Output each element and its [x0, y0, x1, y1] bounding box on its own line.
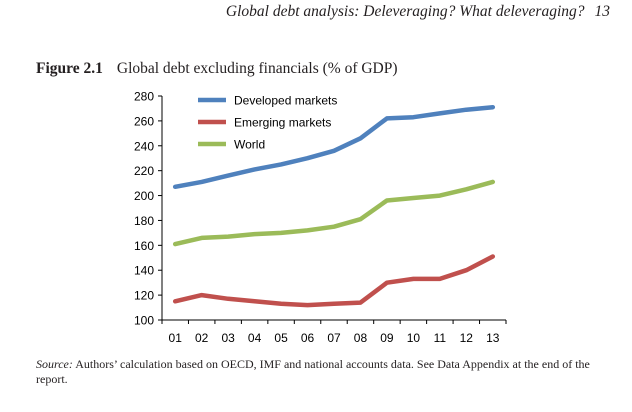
x-tick-label: 04	[248, 331, 262, 345]
y-tick-label: 240	[134, 139, 154, 153]
source-text: Authors’ calculation based on OECD, IMF …	[36, 357, 590, 386]
y-tick-label: 180	[134, 214, 154, 228]
figure-title: Global debt excluding financials (% of G…	[116, 60, 398, 77]
figure-caption: Figure 2.1 Global debt excluding financia…	[36, 60, 398, 78]
y-tick-label: 200	[134, 189, 154, 203]
x-tick-label: 10	[407, 331, 421, 345]
x-tick-label: 12	[460, 331, 474, 345]
x-tick-label: 13	[486, 331, 500, 345]
x-tick-label: 08	[354, 331, 368, 345]
legend-entry: Emerging markets	[234, 116, 331, 130]
x-tick-label: 06	[301, 331, 315, 345]
source-label: Source:	[36, 357, 73, 371]
running-head: Global debt analysis: Deleveraging? What…	[226, 3, 610, 21]
series-line-1	[172, 254, 496, 308]
y-tick-label: 120	[134, 289, 154, 303]
y-tick-label: 100	[134, 314, 154, 328]
x-tick-label: 07	[327, 331, 341, 345]
x-tick-label: 05	[274, 331, 288, 345]
series-line-0	[172, 104, 496, 190]
legend-entry: Developed markets	[234, 94, 337, 108]
chart-axes: 100 120 140 160 180 200 220 240 260 280 01 02 03 04 05…	[134, 90, 507, 345]
page-number: 13	[594, 3, 611, 20]
legend-entry: World	[234, 138, 265, 152]
y-tick-label: 260	[134, 114, 154, 128]
figure-label: Figure 2.1	[36, 60, 103, 77]
y-tick-label: 220	[134, 164, 154, 178]
x-tick-label: 02	[195, 331, 209, 345]
x-tick-label: 09	[380, 331, 394, 345]
running-title: Global debt analysis: Deleveraging? What…	[225, 3, 585, 20]
series-line-2	[172, 179, 496, 247]
x-tick-label: 11	[434, 331, 447, 345]
y-tick-label: 160	[134, 239, 154, 253]
chart-series	[172, 104, 496, 308]
x-tick-label: 01	[169, 331, 183, 345]
y-tick-label: 280	[134, 90, 154, 104]
y-tick-label: 140	[134, 264, 154, 278]
chart-legend: Developed markets Emerging markets World	[198, 94, 337, 152]
source-note: Source: Authors’ calculation based on OE…	[36, 357, 614, 387]
x-tick-label: 03	[221, 331, 235, 345]
